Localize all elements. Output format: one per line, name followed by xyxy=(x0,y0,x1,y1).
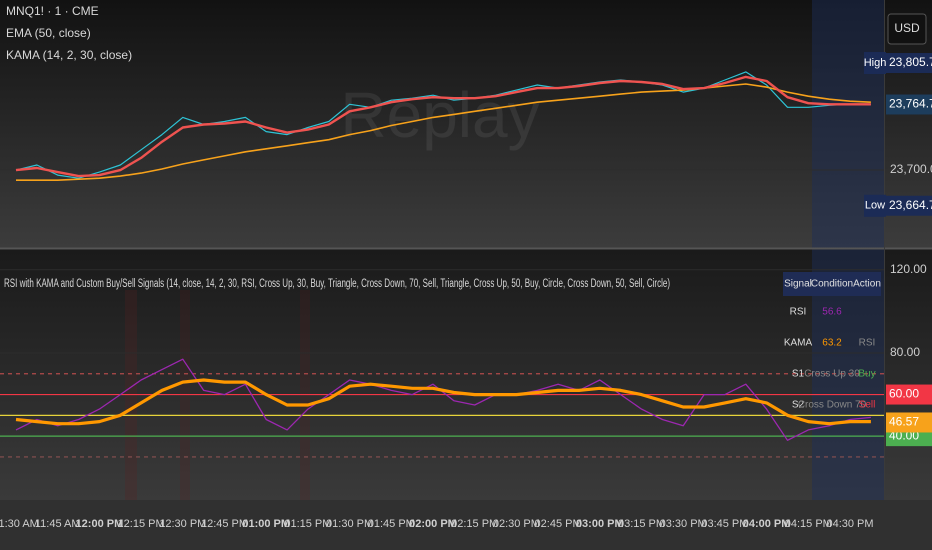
price-tag: Low xyxy=(865,200,885,212)
price-label-box xyxy=(886,195,932,216)
x-tick-label: 01:45 PM xyxy=(368,518,415,530)
x-tick-label: 12:30 PM xyxy=(159,518,206,530)
price-tag-box xyxy=(864,52,886,75)
table-cell: RSI xyxy=(859,338,876,349)
x-tick-label: 02:15 PM xyxy=(451,518,498,530)
price-label: 23,664.75 xyxy=(889,198,932,212)
price-label-box xyxy=(886,53,932,74)
x-tick-label: 11:45 AM xyxy=(35,518,81,530)
table-cell: Sell xyxy=(859,400,876,411)
time-axis xyxy=(0,500,932,550)
series-line xyxy=(15,358,871,441)
table-cell: Cross Down 70 xyxy=(798,400,867,411)
x-tick-label: 03:30 PM xyxy=(660,518,707,530)
overlay: 23,700.00 23,805.75High 23,764.75 23,664.75… xyxy=(0,4,932,530)
x-tick-label: 02:45 PM xyxy=(535,518,582,530)
rsi-pane xyxy=(0,250,932,500)
table-header-bg xyxy=(783,272,881,296)
y-tick-label: 120.00 xyxy=(890,262,927,276)
price-label-box xyxy=(886,384,932,405)
legend-entry: KAMA (14, 2, 30, close) xyxy=(6,48,132,62)
currency-label[interactable]: USD xyxy=(894,21,920,35)
table-header: Signal xyxy=(784,279,812,290)
price-label: 46.57 xyxy=(889,415,919,429)
series-line xyxy=(15,75,871,178)
table-cell: S2 xyxy=(792,400,805,411)
table-cell: Cross Up 30 xyxy=(804,369,860,380)
table-cell: RSI xyxy=(790,307,807,318)
price-plot xyxy=(0,71,884,181)
table-cell: Buy xyxy=(858,369,875,380)
indicator-title: RSI with KAMA and Custom Buy/Sell Signal… xyxy=(4,278,670,290)
price-label: 23,764.75 xyxy=(889,97,932,111)
watermark: Replay xyxy=(340,79,539,151)
x-tick-label: 02:30 PM xyxy=(493,518,540,530)
rsi-plot xyxy=(0,269,884,458)
price-label-box xyxy=(886,94,932,115)
table-cell: S1 xyxy=(792,369,805,380)
price-tag-box xyxy=(864,194,886,217)
x-tick-label: 01:30 PM xyxy=(326,518,373,530)
x-tick-label: 01:15 PM xyxy=(284,518,331,530)
y-tick-label: 23,700.00 xyxy=(890,162,932,176)
x-tick-label: 12:00 PM xyxy=(76,518,124,530)
legend-entry: EMA (50, close) xyxy=(6,26,91,40)
price-label: 60.00 xyxy=(889,387,919,401)
table-cell: KAMA xyxy=(784,338,813,349)
y-tick-label: 80.00 xyxy=(890,345,920,359)
table-cell: 63.2 xyxy=(822,338,842,349)
series-line xyxy=(15,378,871,426)
table-cell: 56.6 xyxy=(822,307,842,318)
table-header: Action xyxy=(853,279,881,290)
x-tick-label: 01:00 PM xyxy=(242,518,290,530)
x-tick-label: 03:45 PM xyxy=(701,518,748,530)
x-tick-label: 04:00 PM xyxy=(743,518,791,530)
x-tick-label: 02:00 PM xyxy=(409,518,457,530)
x-tick-label: 04:15 PM xyxy=(785,518,832,530)
x-tick-label: 03:00 PM xyxy=(576,518,624,530)
price-label: 23,805.75 xyxy=(889,55,932,69)
table-header: Condition xyxy=(811,279,853,290)
x-tick-label: 12:45 PM xyxy=(201,518,248,530)
x-tick-label: 04:30 PM xyxy=(826,518,873,530)
x-tick-label: 11:30 AM xyxy=(0,518,39,530)
currency-button[interactable] xyxy=(887,13,927,45)
price-pane xyxy=(0,0,932,248)
price-tag: High xyxy=(864,57,887,69)
legend-entry: MNQ1! · 1 · CME xyxy=(6,4,99,18)
price-label-box xyxy=(886,412,932,433)
session-shade xyxy=(812,0,884,500)
x-tick-label: 12:15 PM xyxy=(118,518,165,530)
x-tick-label: 03:15 PM xyxy=(618,518,665,530)
series-line xyxy=(16,83,871,181)
